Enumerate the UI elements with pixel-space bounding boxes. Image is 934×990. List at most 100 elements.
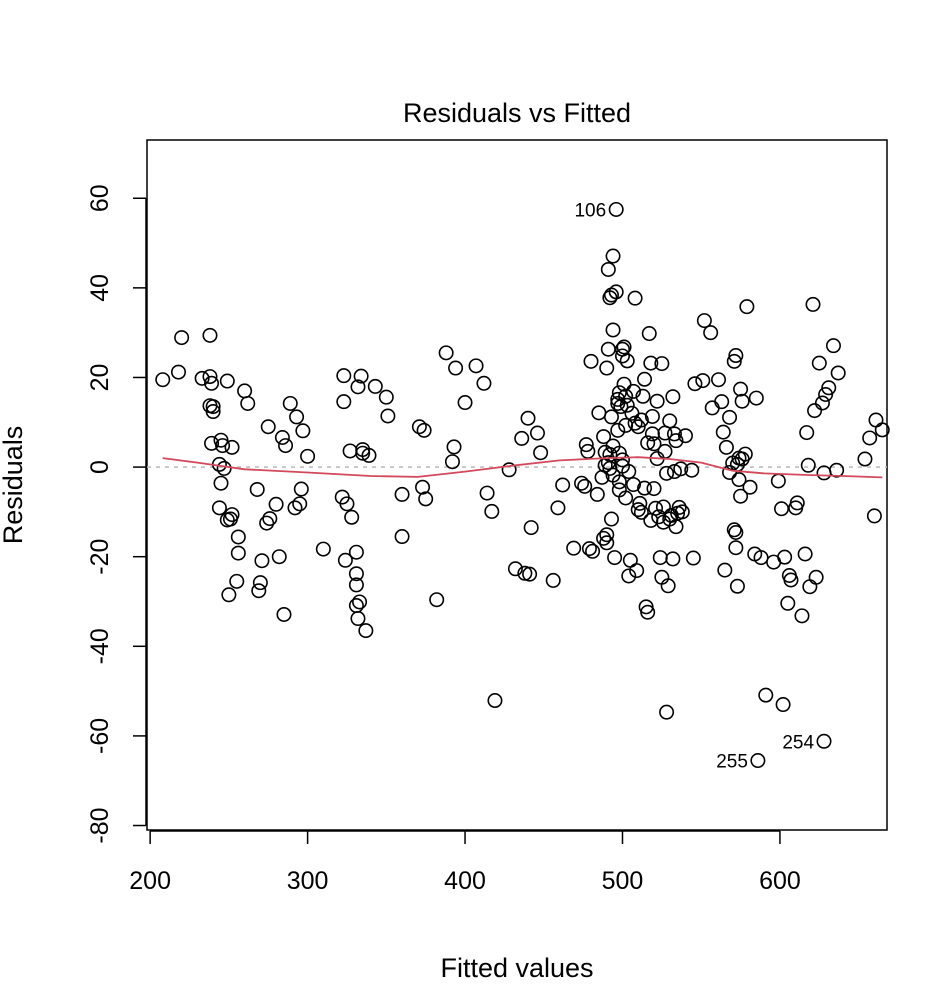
x-axis-label: Fitted values [440,953,593,983]
data-point [337,552,353,568]
data-point [336,368,352,384]
data-point [641,326,657,342]
data-point [866,508,882,524]
data-point [614,452,630,468]
data-point [444,454,460,470]
data-point [600,261,616,277]
data-point [637,480,653,496]
data-point [739,299,755,315]
data-point [202,369,218,385]
data-point [348,577,364,593]
data-point [276,606,292,622]
data-point [646,481,662,497]
data-point [632,495,648,511]
data-point [717,562,733,578]
data-point [205,404,221,420]
data-point [818,386,834,402]
data-point [775,697,791,713]
data-point [446,439,462,455]
data-point [742,479,758,495]
data-point [224,507,240,523]
data-point [731,472,747,488]
data-point [229,573,245,589]
data-point [733,381,749,397]
data-point [729,578,745,594]
data-point [602,447,618,463]
data-point [630,502,646,518]
data-point [580,443,596,459]
data-point [662,413,678,429]
data-point [711,372,727,388]
data-point [344,509,360,525]
data-point [479,485,495,501]
data-point [622,552,638,568]
y-tick-label: -40 [86,628,114,664]
data-point [618,417,634,433]
data-point [476,375,492,391]
data-point [758,687,774,703]
plot-frame [146,139,888,831]
data-point [816,733,832,749]
data-point [630,419,646,435]
data-point [607,550,623,566]
x-tick-label: 200 [129,867,171,895]
data-point [737,446,753,462]
data-point [353,368,369,384]
data-point [687,376,703,392]
data-point [696,313,712,329]
data-point [336,394,352,410]
x-tick-label: 400 [444,867,486,895]
data-point [665,389,681,405]
data-point [348,598,364,614]
data-point [599,535,615,551]
data-point [637,371,653,387]
data-point [282,395,298,411]
data-point [677,428,693,444]
data-point [249,481,265,497]
x-tick-label: 500 [602,867,644,895]
data-point [605,322,621,338]
data-point [868,412,884,428]
data-point [811,355,827,371]
y-tick-label: 0 [86,460,114,474]
data-point [523,520,539,536]
data-point [862,430,878,446]
data-point [596,429,612,445]
data-point [174,330,190,346]
data-point [797,546,813,562]
data-point [292,496,308,512]
data-point [520,410,536,426]
data-point [611,474,627,490]
point-labels: 106 255 254 [574,200,814,772]
data-point [714,394,730,410]
data-point [287,500,303,516]
data-point [352,594,368,610]
data-point [640,604,656,620]
data-point [501,462,517,478]
data-point [271,549,287,565]
data-point [643,355,659,371]
data-point [438,345,454,361]
data-point [659,704,675,720]
data-point [715,424,731,440]
data-point [728,524,744,540]
data-point [805,296,821,312]
data-point [674,504,690,520]
data-point [394,486,410,502]
y-axis: -80 -60 -40 -20 0 20 40 60 [86,184,147,844]
data-point [600,455,616,471]
data-point [616,376,632,392]
y-tick-label: 40 [86,274,114,302]
data-point [807,403,823,419]
data-point [361,447,377,463]
data-point [348,566,364,582]
data-point [726,522,742,538]
data-point [545,572,561,588]
data-point [783,572,799,588]
data-point [367,378,383,394]
data-point [665,551,681,567]
data-point [599,527,615,543]
data-point [808,569,824,585]
data-point [640,435,656,451]
data-point [418,491,434,507]
